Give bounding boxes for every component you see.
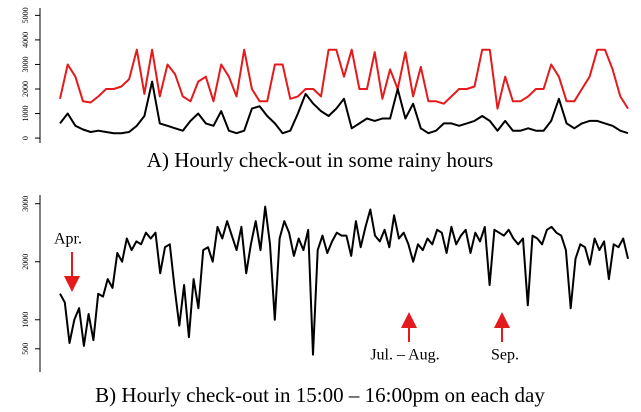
y-tick-label: 500 xyxy=(21,343,30,355)
y-tick-label: 5000 xyxy=(21,7,30,23)
chart-title: B) Hourly check-out in 15:00 – 16:00pm o… xyxy=(95,383,545,407)
annotation: Jul. – Aug. xyxy=(370,347,439,364)
y-tick-label: 3000 xyxy=(21,56,30,72)
y-tick-label: 0 xyxy=(21,136,30,140)
y-tick-label: 2000 xyxy=(21,254,30,270)
line-series xyxy=(59,80,629,135)
y-tick-label: 3000 xyxy=(21,196,30,212)
annotation: Apr. xyxy=(54,231,82,248)
line-series xyxy=(59,205,629,356)
y-tick-label: 1000 xyxy=(21,312,30,328)
line-series xyxy=(59,48,629,110)
annotation: Sep. xyxy=(491,347,519,364)
y-tick-label: 1000 xyxy=(21,106,30,122)
chart-title: A) Hourly check-out in some rainy hours xyxy=(147,148,493,172)
y-tick-label: 4000 xyxy=(21,32,30,48)
y-tick-label: 2000 xyxy=(21,81,30,97)
